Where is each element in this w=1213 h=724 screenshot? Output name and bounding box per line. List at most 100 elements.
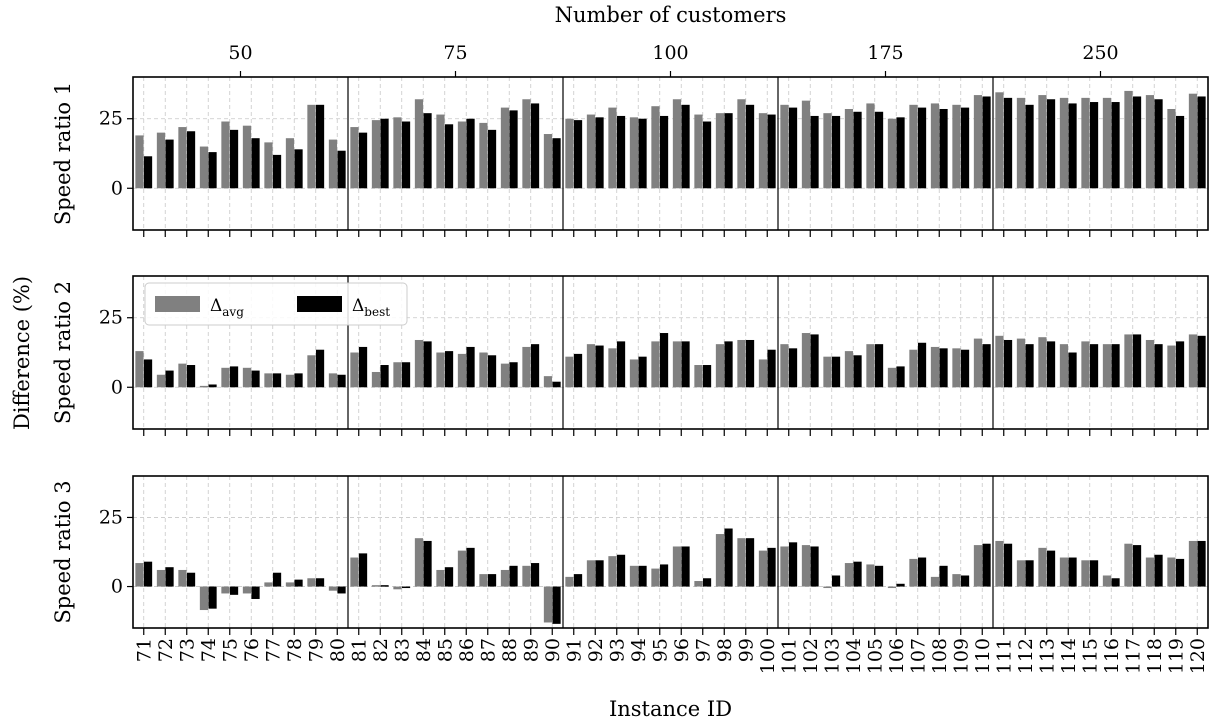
bar-best-103 [831,115,841,189]
bar-best-102 [810,115,819,189]
y-axis-title: Difference (%) [10,276,34,430]
bar-best-85 [444,124,454,189]
x-tick-label: 86 [456,638,478,662]
bar-best-102 [810,546,819,587]
bar-avg-104 [844,108,854,189]
bar-avg-117 [1124,90,1133,189]
bar-best-92 [595,117,604,189]
bar-avg-115 [1081,341,1090,388]
bar-best-107 [917,342,927,388]
bar-best-116 [1111,102,1120,189]
bar-best-116 [1111,578,1120,587]
bar-avg-120 [1188,334,1198,388]
bar-avg-92 [586,114,596,189]
bar-best-120 [1197,335,1206,388]
x-tick-label: 102 [800,638,822,674]
bar-best-104 [853,111,862,189]
x-tick-label: 100 [757,638,779,674]
bar-best-83 [401,586,411,589]
bar-avg-90 [543,376,553,388]
bar-avg-74 [199,586,209,611]
bar-best-71 [143,561,153,587]
bar-avg-114 [1059,344,1069,388]
x-tick-label: 120 [1187,638,1209,674]
legend-label-avg-subscript: avg [222,305,244,319]
bar-avg-113 [1038,95,1047,189]
bar-best-112 [1025,560,1034,587]
x-tick-label: 104 [843,638,865,674]
bar-avg-85 [436,352,445,388]
x-tick-label: 90 [542,638,564,662]
bar-avg-111 [995,335,1004,388]
x-tick-label: 107 [907,638,929,674]
bar-avg-81 [350,352,359,388]
bar-best-92 [595,560,604,587]
bar-best-76 [251,370,260,388]
bar-avg-72 [156,132,166,189]
bar-avg-102 [801,545,811,587]
x-tick-label: 119 [1165,638,1187,674]
bar-best-114 [1068,352,1077,388]
bar-avg-90 [543,586,553,623]
bar-best-94 [638,565,647,587]
x-tick-label: 109 [950,638,972,674]
bar-best-103 [831,356,841,388]
bar-best-79 [315,104,325,189]
x-tick-label: 98 [714,638,736,662]
bar-best-84 [423,113,432,189]
bar-avg-97 [694,581,703,587]
y-tick-label: 0 [111,177,123,199]
bar-avg-114 [1059,97,1069,189]
bar-avg-97 [694,365,703,388]
bar-avg-101 [780,344,789,388]
bar-avg-71 [135,351,144,388]
bar-best-73 [186,572,196,587]
bar-avg-80 [328,586,338,591]
bar-best-93 [616,115,626,189]
bar-best-91 [573,353,583,388]
bar-best-111 [1003,543,1013,587]
bar-best-74 [208,152,217,189]
bar-avg-96 [672,99,682,189]
bar-avg-89 [522,99,531,189]
bar-avg-87 [479,122,488,189]
bar-avg-79 [307,578,316,587]
bar-best-79 [315,578,325,587]
bar-avg-97 [694,114,703,189]
panel-label: Speed ratio 3 [51,480,75,623]
bar-best-96 [681,546,690,587]
bar-avg-118 [1145,95,1155,189]
bar-avg-112 [1016,97,1026,189]
bar-avg-93 [608,107,617,189]
bar-best-120 [1197,96,1206,189]
bar-avg-82 [371,585,381,587]
bar-avg-104 [844,563,854,587]
bar-best-117 [1132,334,1142,388]
bar-best-113 [1046,341,1056,388]
x-tick-label: 82 [370,638,392,662]
bar-best-110 [982,543,991,587]
y-tick-label: 25 [99,506,123,528]
top-axis-tick-label: 250 [1082,42,1118,64]
bar-avg-111 [995,92,1004,189]
bar-avg-102 [801,100,811,189]
bar-best-82 [380,365,389,388]
bar-avg-87 [479,352,488,388]
bar-best-114 [1068,103,1077,189]
bar-avg-101 [780,104,789,189]
bar-best-75 [229,586,239,595]
bar-best-107 [917,107,927,189]
legend-label-best: Δbest [352,296,390,319]
bar-avg-75 [221,586,230,594]
bar-avg-116 [1102,97,1112,189]
bar-best-74 [208,586,217,609]
x-axis-title: Instance ID [609,697,732,721]
bar-best-100 [767,114,776,189]
bar-avg-102 [801,333,811,388]
bar-avg-106 [887,367,897,388]
bar-best-77 [272,572,282,587]
bar-best-119 [1175,115,1185,189]
x-tick-label: 118 [1144,638,1166,674]
bar-avg-100 [758,113,768,189]
bar-best-80 [337,374,346,388]
